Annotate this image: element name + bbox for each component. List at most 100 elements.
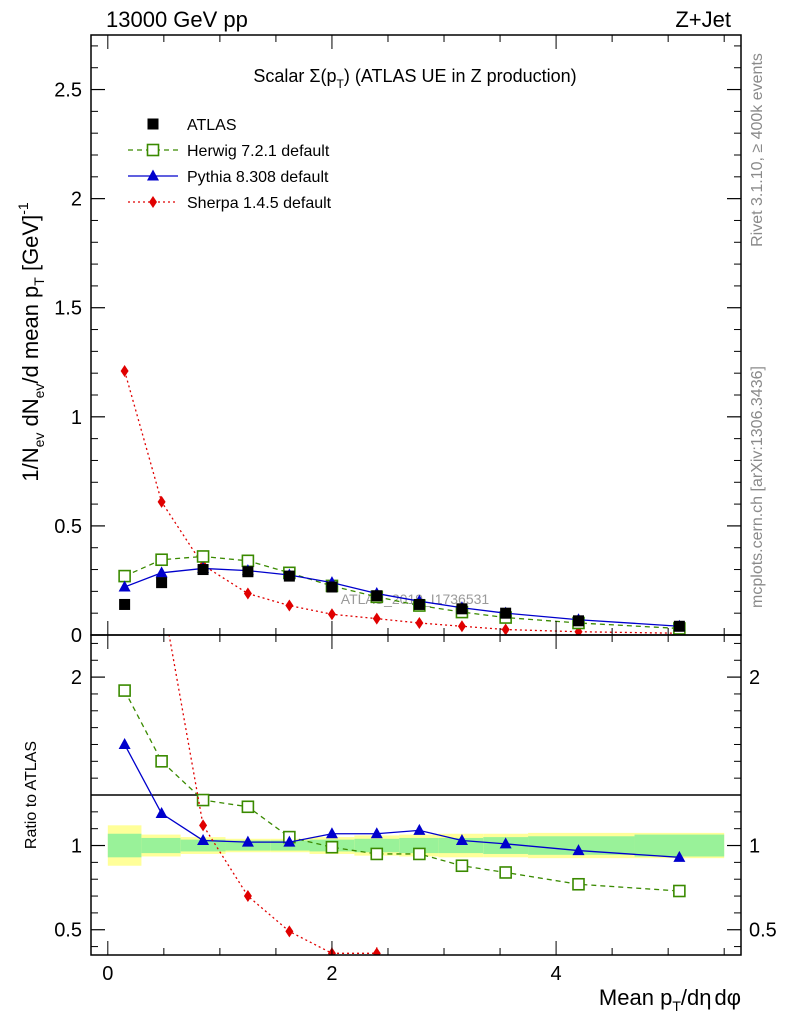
x-axis-label: Mean pT/dη dφ [599, 985, 741, 1014]
main-atlas-point [242, 566, 254, 578]
main-sherpa-point [285, 599, 294, 612]
ratio-herwig-point [499, 866, 512, 879]
main-herwig-point [118, 569, 131, 583]
rivet-label: Rivet 3.1.10, ≥ 400k events [749, 53, 766, 247]
ratio-band-inner [180, 839, 226, 852]
main-herwig-point [196, 550, 210, 563]
ratio-ytick-label-left: 2 [71, 667, 82, 689]
ratio-band-inner [141, 837, 181, 854]
main-title-prefix: Scalar Σ(p [253, 66, 336, 86]
main-sherpa-point [415, 617, 424, 629]
ratio-sherpa-point [199, 819, 208, 832]
ratio-pythia-point [413, 823, 426, 835]
main-ylabel: 1/Nev dNev/d mean pT [GeV]-1 [15, 202, 47, 482]
main-ytick-label: 2 [71, 189, 82, 211]
ratio-herwig-point [673, 884, 686, 898]
ratio-band-inner [634, 834, 725, 857]
main-ytick-label: 2.5 [54, 80, 82, 102]
legend-atlas-label: ATLAS [187, 117, 237, 134]
main-atlas-point [673, 620, 685, 632]
main-sherpa-point [457, 620, 466, 633]
ratio-sherpa-point [121, 166, 129, 178]
ratio-pythia-point [118, 737, 131, 749]
ratio-band-inner [399, 837, 439, 854]
main-sherpa-point [243, 587, 252, 600]
main-sherpa-point [372, 612, 381, 625]
main-atlas-point [371, 590, 383, 602]
main-atlas-point [456, 603, 468, 615]
ratio-herwig-point [572, 877, 585, 891]
ratio-herwig-point [155, 755, 168, 768]
main-sherpa-point [574, 625, 583, 635]
ratio-pythia-point [197, 833, 210, 845]
main-atlas-point [283, 570, 295, 582]
ratio-herwig-point [413, 847, 426, 861]
main-panel: ATLAS_2019_I1736531 00.511.522.5 Scalar … [15, 34, 742, 647]
main-sherpa-point [327, 608, 336, 621]
main-atlas-point [500, 607, 512, 619]
main-ytick-label: 1 [71, 407, 82, 429]
xtick-label: 4 [551, 963, 562, 985]
ratio-pythia-point [572, 844, 585, 856]
xtick-label: 2 [326, 963, 337, 985]
legend-pythia-marker [147, 169, 159, 181]
ratio-herwig-point [370, 847, 384, 861]
main-title-sub: T [337, 77, 345, 91]
legend: ATLAS Herwig 7.2.1 default Pythia 8.308 de… [128, 117, 332, 212]
main-sherpa-point [120, 365, 129, 377]
main-atlas-point [326, 581, 338, 593]
ratio-band-inner [107, 833, 142, 858]
main-atlas-point [156, 577, 168, 589]
legend-atlas-marker [147, 118, 159, 130]
process-label: Z+Jet [675, 7, 731, 32]
ratio-pythia-point [325, 827, 338, 839]
ratio-pythia-point [241, 835, 254, 847]
main-herwig-point [155, 553, 168, 567]
main-ytick-label: 0.5 [54, 516, 82, 538]
main-sherpa-point [157, 495, 166, 508]
main-title: Scalar Σ(pT) (ATLAS UE in Z production) [253, 66, 576, 91]
ratio-panel: 0.5 0.5 1 1 2 2 0 2 4 Ratio to ATLAS Mean pT/dη d… [23, 166, 777, 1014]
energy-label: 13000 GeV pp [106, 7, 248, 32]
ratio-herwig-point [325, 840, 339, 854]
ratio-ytick-label-left: 1 [71, 836, 82, 858]
main-ytick-label: 0 [71, 625, 82, 647]
main-atlas-point [197, 564, 209, 576]
ratio-ytick-label-right: 1 [749, 836, 760, 858]
ratio-pythia-point [455, 833, 468, 845]
ratio-band-inner [354, 838, 400, 853]
main-atlas-point [413, 598, 425, 610]
ratio-pythia-point [370, 827, 383, 839]
ratio-pythia-point [155, 807, 168, 819]
main-pythia-point [118, 580, 131, 592]
legend-pythia-label: Pythia 8.308 default [187, 169, 329, 186]
legend-sherpa-marker [149, 196, 157, 208]
ratio-pythia-line [124, 744, 680, 858]
ratio-herwig-point [455, 859, 469, 873]
ratio-ylabel: Ratio to ATLAS [23, 741, 40, 849]
ratio-frame [90, 634, 742, 956]
ratio-ytick-label-left: 0.5 [54, 920, 82, 942]
main-atlas-point [119, 598, 131, 610]
ratio-band-inner [528, 836, 635, 855]
legend-herwig-marker [146, 143, 160, 157]
main-herwig-line [124, 555, 680, 630]
mcplots-label: mcplots.cern.ch [arXiv:1306.3436] [749, 366, 766, 608]
ratio-sherpa-point [158, 587, 166, 599]
ratio-herwig-line [124, 690, 680, 892]
ratio-ytick-label-right: 0.5 [749, 920, 777, 942]
ratio-pythia-point [673, 850, 686, 862]
legend-herwig-label: Herwig 7.2.1 default [187, 143, 330, 160]
xtick-label: 0 [102, 963, 113, 985]
ratio-ytick-label-right: 2 [749, 667, 760, 689]
main-title-suffix: ) (ATLAS UE in Z production) [344, 66, 577, 86]
ratio-pythia-point [283, 835, 296, 847]
main-pythia-point [155, 566, 168, 578]
legend-sherpa-label: Sherpa 1.4.5 default [187, 195, 332, 212]
ratio-herwig-point [118, 684, 131, 697]
ratio-sherpa-point [285, 925, 294, 938]
main-ytick-label: 1.5 [54, 298, 82, 320]
ratio-pythia-point [499, 837, 512, 849]
main-sherpa-point [501, 623, 510, 635]
